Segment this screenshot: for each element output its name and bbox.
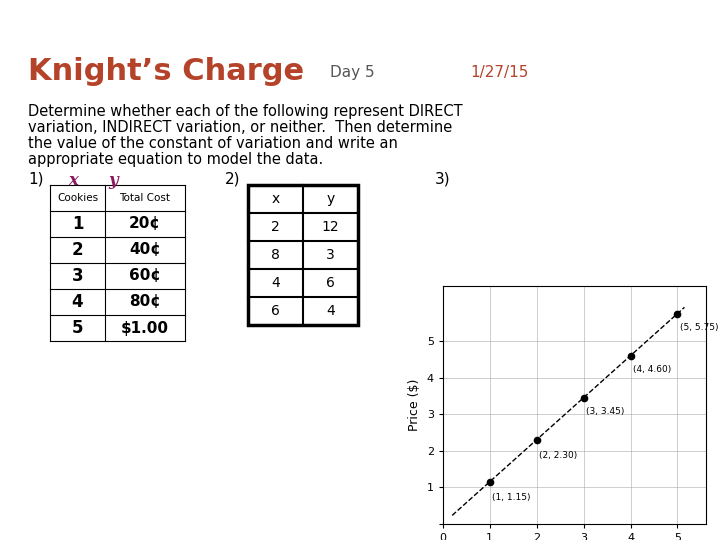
Text: x: x — [68, 172, 78, 189]
Text: 3: 3 — [326, 248, 335, 262]
Text: variation, INDIRECT variation, or neither.  Then determine: variation, INDIRECT variation, or neithe… — [28, 120, 452, 135]
Text: 60¢: 60¢ — [129, 268, 161, 284]
Text: (2, 2.30): (2, 2.30) — [539, 451, 577, 460]
Text: 80¢: 80¢ — [129, 294, 161, 309]
Text: 20¢: 20¢ — [129, 217, 161, 232]
Text: (5, 5.75): (5, 5.75) — [680, 323, 719, 332]
Text: appropriate equation to model the data.: appropriate equation to model the data. — [28, 152, 323, 167]
Text: 4: 4 — [326, 304, 335, 318]
Text: Cookies: Cookies — [57, 193, 98, 203]
Text: y: y — [108, 172, 117, 189]
Text: (1, 1.15): (1, 1.15) — [492, 492, 531, 502]
Text: Total Cost: Total Cost — [120, 193, 171, 203]
Text: 12: 12 — [322, 220, 339, 234]
Text: 2: 2 — [271, 220, 280, 234]
Text: 8: 8 — [271, 248, 280, 262]
Text: 40¢: 40¢ — [129, 242, 161, 258]
Text: x: x — [271, 192, 279, 206]
Text: $1.00: $1.00 — [121, 321, 169, 335]
Text: 4: 4 — [271, 276, 280, 290]
Text: 1: 1 — [72, 215, 84, 233]
Text: 3): 3) — [435, 172, 451, 187]
Y-axis label: Price ($): Price ($) — [408, 379, 421, 431]
Text: y: y — [326, 192, 335, 206]
Text: 4: 4 — [72, 293, 84, 311]
Text: 1): 1) — [28, 172, 43, 187]
Text: 6: 6 — [326, 276, 335, 290]
Text: 2): 2) — [225, 172, 240, 187]
Text: 5: 5 — [72, 319, 84, 337]
Bar — [248, 185, 358, 325]
Text: (4, 4.60): (4, 4.60) — [633, 365, 671, 374]
Text: Day 5: Day 5 — [330, 64, 374, 79]
Text: (3, 3.45): (3, 3.45) — [586, 407, 624, 416]
Text: Determine whether each of the following represent DIRECT: Determine whether each of the following … — [28, 104, 463, 119]
Text: 6: 6 — [271, 304, 280, 318]
Text: 3: 3 — [72, 267, 84, 285]
Text: the value of the constant of variation and write an: the value of the constant of variation a… — [28, 136, 398, 151]
Text: 2: 2 — [72, 241, 84, 259]
Text: 1/27/15: 1/27/15 — [470, 64, 528, 79]
Text: Knight’s Charge: Knight’s Charge — [28, 57, 304, 86]
